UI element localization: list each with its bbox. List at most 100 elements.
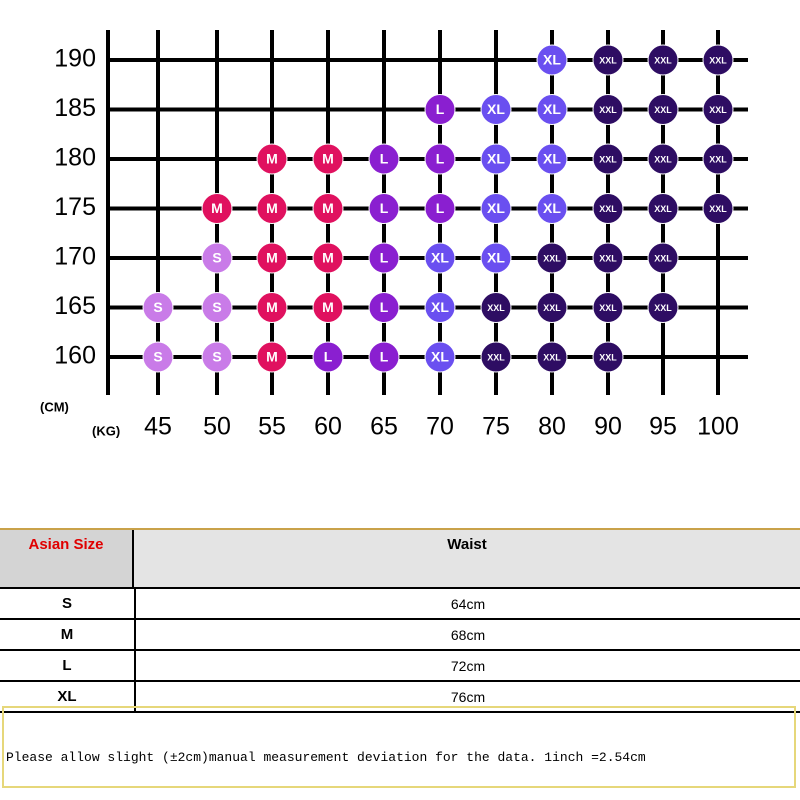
size-dot <box>647 44 679 76</box>
size-table: Asian Size Waist S 64cm M 68cm L 72cm XL 76cm <box>0 528 800 713</box>
size-dot <box>368 341 400 373</box>
size-dot <box>424 292 456 323</box>
y-label: 175 <box>54 193 96 221</box>
size-label: XL <box>543 101 561 117</box>
size-dot <box>536 193 568 224</box>
x-label: 50 <box>203 413 231 441</box>
size-dot <box>368 143 400 175</box>
size-dot <box>368 242 400 274</box>
size-label: M <box>322 200 334 216</box>
size-dot <box>368 193 400 224</box>
size-label: L <box>436 151 445 167</box>
size-dot <box>536 242 568 274</box>
size-dot <box>256 292 288 323</box>
size-label: XL <box>543 151 561 167</box>
size-dot <box>647 292 679 323</box>
x-label: 55 <box>258 413 286 441</box>
size-dot <box>201 292 233 323</box>
size-dot <box>312 193 344 224</box>
size-label: M <box>322 299 334 315</box>
size-label: XXL <box>543 352 561 362</box>
size-label: XXL <box>599 55 617 65</box>
size-label: S <box>212 299 221 315</box>
size-label: XL <box>487 250 505 266</box>
size-dot <box>256 193 288 224</box>
x-label: 70 <box>426 413 454 441</box>
size-dot <box>480 193 512 224</box>
size-label: XL <box>487 101 505 117</box>
y-unit: (CM) <box>40 399 69 414</box>
header-cell: Asian Size <box>0 530 134 587</box>
size-dot <box>536 44 568 76</box>
size-label: S <box>153 349 162 365</box>
size-label: XXL <box>599 303 617 313</box>
table-row: S 64cm <box>0 589 800 620</box>
size-dot <box>424 143 456 175</box>
size-label: XXL <box>599 105 617 115</box>
size-label: XL <box>487 151 505 167</box>
size-dot <box>647 94 679 125</box>
size-dot <box>256 143 288 175</box>
size-label: L <box>436 101 445 117</box>
waist-cell: 68cm <box>450 626 486 643</box>
size-dot <box>592 143 624 175</box>
y-label: 185 <box>54 94 96 122</box>
size-dot <box>256 341 288 373</box>
size-dot <box>312 292 344 323</box>
size-dot <box>480 242 512 274</box>
note: Please allow slight (±2cm)manual measure… <box>2 706 796 788</box>
size-dot <box>702 94 734 125</box>
size-label: XXL <box>543 253 561 263</box>
x-label: 100 <box>697 413 739 441</box>
size-dot <box>592 341 624 373</box>
size-dot <box>142 292 174 323</box>
y-label: 160 <box>54 342 96 370</box>
size-label: XXL <box>654 55 672 65</box>
size-label: S <box>153 299 162 315</box>
size-dot <box>142 341 174 373</box>
size-dot <box>480 94 512 125</box>
size-label: L <box>380 299 389 315</box>
size-label: L <box>380 250 389 266</box>
size-label: XXL <box>599 253 617 263</box>
size-grid: (CM) (KG) 45 50 55 60 65 70 75 80 90 95 100 190 185 1… <box>40 30 748 441</box>
waist-cell: 76cm <box>450 688 486 705</box>
size-dot <box>647 242 679 274</box>
x-label: 65 <box>370 413 398 441</box>
y-label: 190 <box>54 45 96 73</box>
size-label: M <box>266 250 278 266</box>
size-dot <box>368 292 400 323</box>
size-dot <box>480 292 512 323</box>
size-dot <box>536 341 568 373</box>
table-header: Asian Size Waist <box>0 530 800 589</box>
size-label: XL <box>431 349 449 365</box>
size-dot <box>592 193 624 224</box>
size-label: M <box>322 151 334 167</box>
size-dot <box>536 94 568 125</box>
size-label: M <box>322 250 334 266</box>
size-label: L <box>380 349 389 365</box>
table-row: XL 76cm <box>0 682 800 713</box>
size-label: XXL <box>709 105 727 115</box>
size-label: XL <box>543 52 561 68</box>
y-label: 180 <box>54 144 96 172</box>
size-label: M <box>266 349 278 365</box>
waist-cell: 72cm <box>450 657 486 674</box>
size-dot <box>201 193 233 224</box>
size-label: XXL <box>487 303 505 313</box>
size-label: L <box>380 200 389 216</box>
size-label: XXL <box>709 55 727 65</box>
size-dot <box>312 242 344 274</box>
size-cell: M <box>0 620 136 649</box>
size-dot <box>312 341 344 373</box>
size-dot <box>592 94 624 125</box>
header-cell: Waist <box>447 536 487 553</box>
size-dot <box>424 341 456 373</box>
table-row: M 68cm <box>0 620 800 651</box>
size-label: XXL <box>709 154 727 164</box>
size-label: XXL <box>654 253 672 263</box>
size-label: XXL <box>654 303 672 313</box>
size-dot <box>647 143 679 175</box>
size-dot <box>201 242 233 274</box>
